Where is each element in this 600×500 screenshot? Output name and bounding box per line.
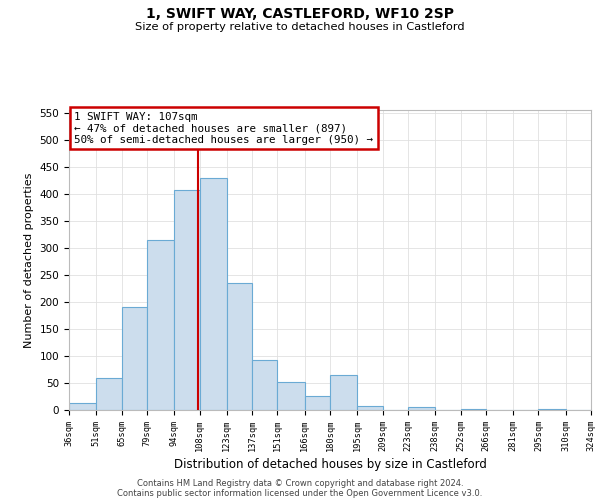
- X-axis label: Distribution of detached houses by size in Castleford: Distribution of detached houses by size …: [173, 458, 487, 471]
- Bar: [252, 360, 277, 410]
- Bar: [69, 403, 96, 410]
- Bar: [174, 190, 199, 410]
- Text: Contains public sector information licensed under the Open Government Licence v3: Contains public sector information licen…: [118, 488, 482, 498]
- Bar: [199, 178, 227, 410]
- Bar: [408, 408, 435, 410]
- Text: 1 SWIFT WAY: 107sqm
← 47% of detached houses are smaller (897)
50% of semi-detac: 1 SWIFT WAY: 107sqm ← 47% of detached ho…: [74, 112, 373, 144]
- Text: Size of property relative to detached houses in Castleford: Size of property relative to detached ho…: [135, 22, 465, 32]
- Bar: [357, 406, 383, 410]
- Y-axis label: Number of detached properties: Number of detached properties: [24, 172, 34, 348]
- Text: 1, SWIFT WAY, CASTLEFORD, WF10 2SP: 1, SWIFT WAY, CASTLEFORD, WF10 2SP: [146, 8, 454, 22]
- Bar: [305, 396, 330, 410]
- Bar: [330, 375, 357, 410]
- Bar: [277, 382, 305, 410]
- Bar: [96, 378, 122, 410]
- Text: Contains HM Land Registry data © Crown copyright and database right 2024.: Contains HM Land Registry data © Crown c…: [137, 478, 463, 488]
- Bar: [122, 308, 147, 410]
- Bar: [147, 240, 174, 410]
- Bar: [461, 409, 486, 410]
- Bar: [227, 283, 252, 410]
